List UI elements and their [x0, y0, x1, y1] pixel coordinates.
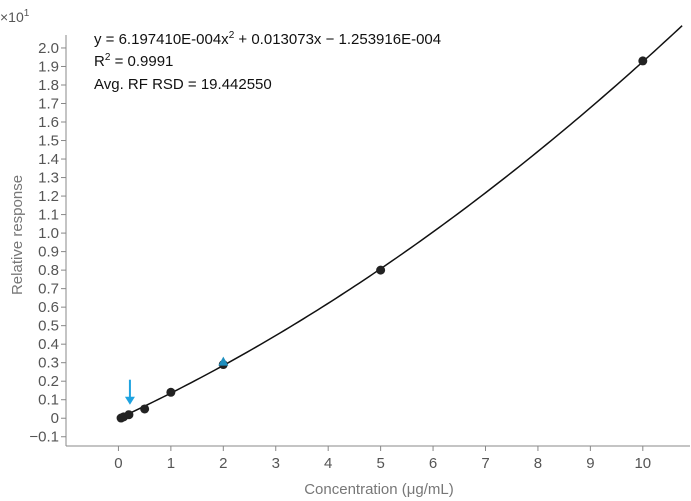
x-tick-label: 7 [481, 455, 489, 472]
x-tick-label: 3 [272, 455, 280, 472]
x-tick-label: 5 [376, 455, 384, 472]
data-point [140, 404, 150, 414]
y-tick-label: 1.0 [38, 225, 59, 242]
y-tick-label: 1.5 [38, 133, 59, 150]
y-tick-label: −0.1 [29, 429, 59, 446]
x-tick-label: 4 [324, 455, 332, 472]
y-tick-label: 0.7 [38, 281, 59, 298]
y-tick-label: 1.1 [38, 207, 59, 224]
y-tick-label: 0 [51, 410, 59, 427]
y-tick-label: 0.9 [38, 244, 59, 261]
x-axis-ticks: 0 1 2 3 4 5 6 7 8 9 10 [114, 446, 651, 472]
x-tick-label: 2 [219, 455, 227, 472]
y-tick-label: 0.3 [38, 355, 59, 372]
y-tick-label: 1.6 [38, 114, 59, 131]
rsd-text: Avg. RF RSD = 19.442550 [94, 76, 272, 93]
y-axis-title: Relative response [9, 175, 26, 295]
fit-curve [120, 25, 683, 418]
arrow-head [124, 396, 135, 405]
data-point [166, 387, 176, 397]
x-tick-label: 9 [586, 455, 594, 472]
x-tick-label: 1 [167, 455, 175, 472]
data-point [124, 410, 134, 420]
y-tick-label: 1.2 [38, 188, 59, 205]
y-tick-label: 1.3 [38, 170, 59, 187]
r-squared-text: R2 = 0.9991 [94, 52, 173, 70]
y-axis-ticks: −0.1 00.1 0.20.3 0.40.5 0.60.7 0.80.9 1.01.1 1.… [29, 40, 66, 446]
y-tick-label: 1.9 [38, 58, 59, 75]
y-tick-label: 1.7 [38, 96, 59, 113]
y-tick-label: 0.1 [38, 392, 59, 409]
x-tick-label: 8 [534, 455, 542, 472]
y-tick-label: 2.0 [38, 40, 59, 57]
data-point [638, 56, 648, 66]
point-indicator-arrow [124, 379, 135, 405]
y-tick-label: 0.4 [38, 336, 59, 353]
y-tick-label: 1.4 [38, 151, 59, 168]
x-tick-label: 0 [114, 455, 122, 472]
axes [65, 35, 690, 447]
equation-text: y = 6.197410E-004x2 + 0.013073x − 1.2539… [94, 30, 441, 48]
y-tick-label: 0.5 [38, 318, 59, 335]
y-tick-label: 0.2 [38, 373, 59, 390]
data-points [116, 56, 648, 423]
x-axis-title: Concentration (μg/mL) [304, 481, 454, 498]
data-point [376, 265, 386, 275]
x-tick-label: 6 [429, 455, 437, 472]
y-tick-label: 1.8 [38, 77, 59, 94]
y-axis-multiplier: ×101 [0, 8, 30, 25]
highlighted-point-marker [218, 356, 229, 366]
x-tick-label: 10 [634, 455, 651, 472]
y-tick-label: 0.8 [38, 262, 59, 279]
y-tick-label: 0.6 [38, 299, 59, 316]
